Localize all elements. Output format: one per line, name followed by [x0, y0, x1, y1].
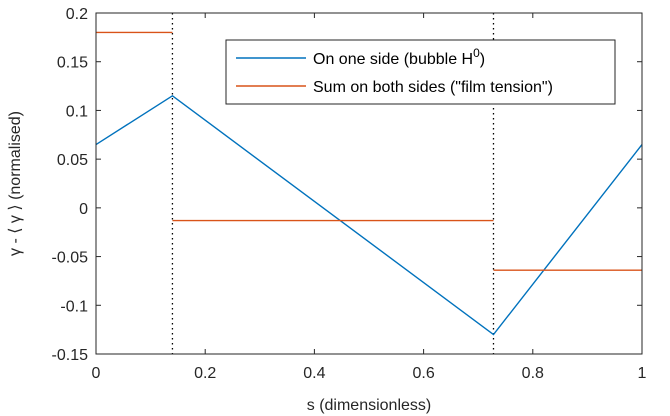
- y-tick-label: 0.1: [66, 103, 88, 120]
- x-tick-label: 0: [92, 365, 101, 382]
- y-tick-label: 0.15: [57, 55, 88, 72]
- x-tick-label: 0.4: [303, 365, 325, 382]
- y-tick-label: -0.05: [52, 250, 89, 267]
- one-side-line: [95, 94, 643, 336]
- data-series: [95, 31, 643, 336]
- y-tick-label: -0.15: [52, 347, 89, 364]
- legend: On one side (bubble H0) Sum on both sides…: [225, 39, 616, 105]
- x-tick-label: 0.6: [412, 365, 434, 382]
- x-ticks: 0 0.2 0.4 0.6 0.8 1: [92, 13, 647, 382]
- x-tick-label: 1: [638, 365, 647, 382]
- x-tick-label: 0.2: [194, 365, 216, 382]
- legend-label: Sum on both sides ("film tension"): [313, 79, 553, 96]
- y-ticks: -0.15 -0.1 -0.05 0 0.05 0.1 0.15 0.2: [52, 6, 642, 364]
- y-tick-label: 0.2: [66, 6, 88, 23]
- plot-area-frame: [95, 12, 643, 355]
- vertical-reference-lines: [171, 13, 495, 354]
- y-tick-label: -0.1: [60, 298, 88, 315]
- x-tick-label: 0.8: [522, 365, 544, 382]
- y-axis-label: γ - ⟨ γ ⟩ (normalised): [7, 111, 24, 256]
- y-tick-label: 0.05: [57, 152, 88, 169]
- legend-box: [225, 39, 616, 105]
- x-axis-label: s (dimensionless): [307, 397, 431, 414]
- legend-label: On one side (bubble H0): [313, 46, 485, 68]
- y-tick-label: 0: [79, 201, 88, 218]
